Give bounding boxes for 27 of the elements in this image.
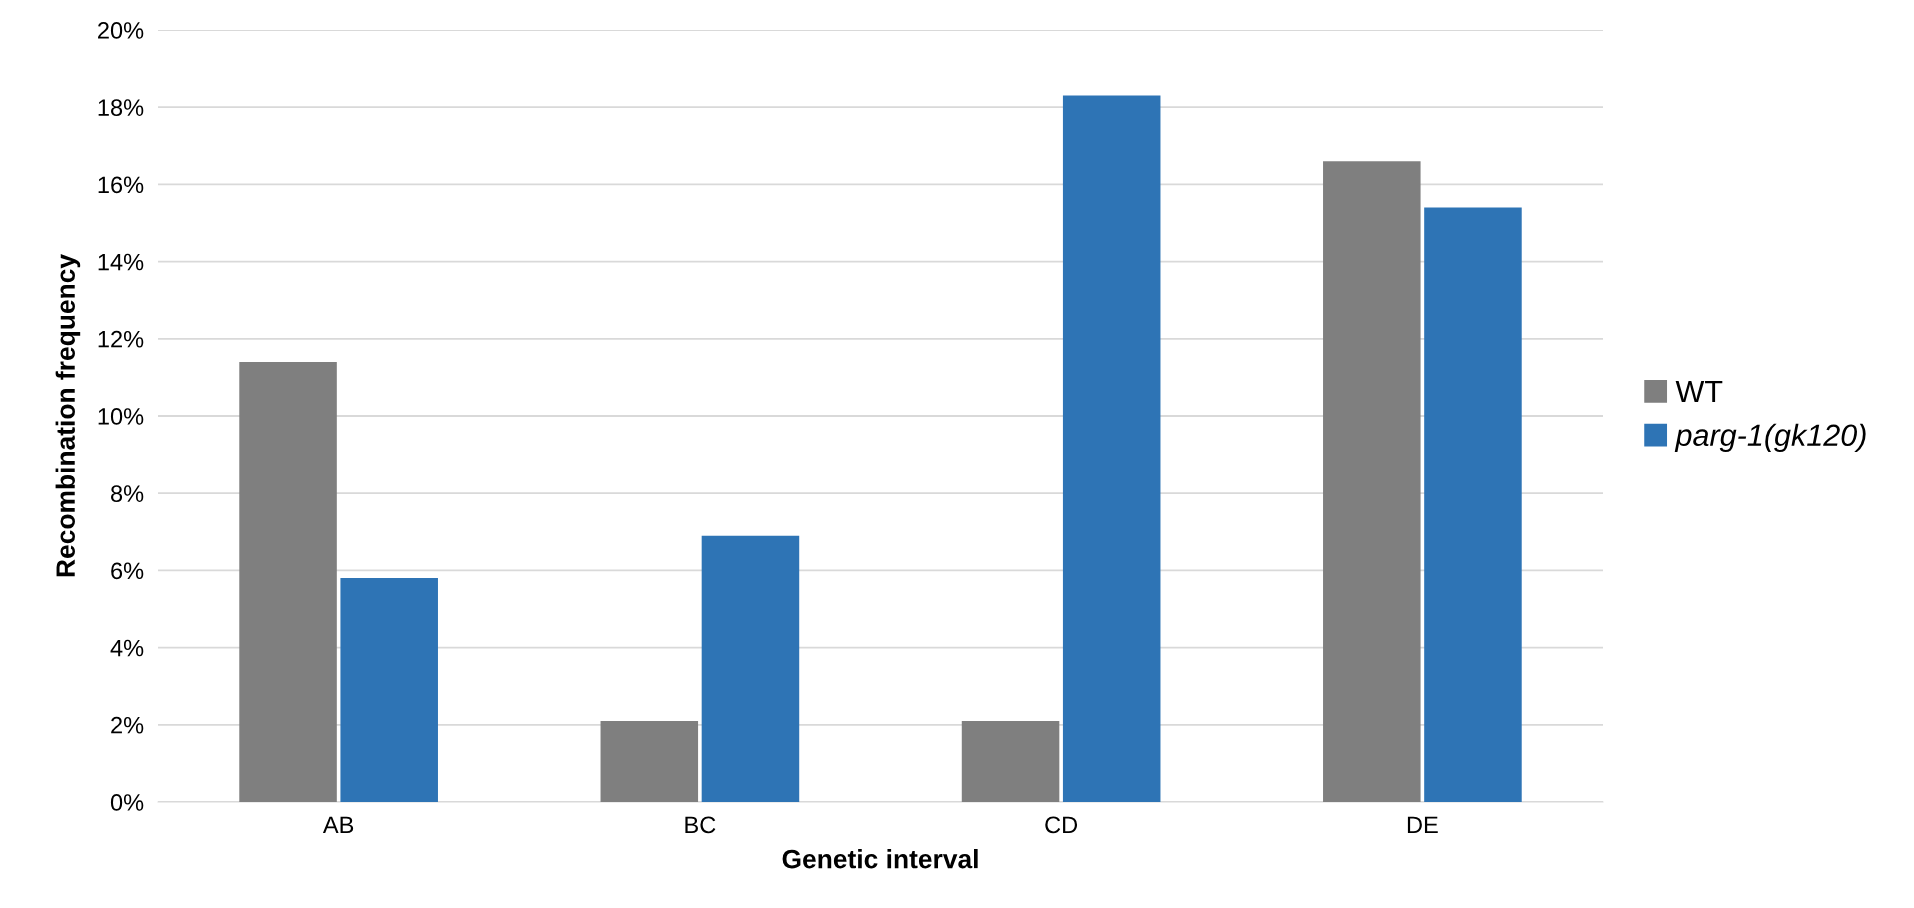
x-tick-label: BC <box>685 816 716 834</box>
x-tick-label: DE <box>1407 816 1438 833</box>
y-tick-label: 4% <box>110 639 144 657</box>
y-tick-label: 8% <box>111 485 144 502</box>
bar <box>1323 161 1421 802</box>
bar <box>239 361 337 802</box>
y-tick-label: 0% <box>110 794 144 811</box>
x-tick-label: CD <box>1045 816 1078 834</box>
bar <box>1424 207 1522 802</box>
y-tick-label: 14% <box>98 253 144 271</box>
legend-label: parg-1(gk120) <box>1674 423 1866 453</box>
y-tick-label: 20% <box>98 22 144 39</box>
bar <box>961 720 1060 802</box>
y-tick-label: 2% <box>111 716 144 734</box>
bar <box>701 535 800 802</box>
y-tick-label: 16% <box>98 176 144 194</box>
bar <box>600 720 699 802</box>
y-tick-label: 10% <box>98 408 144 425</box>
x-tick-label: AB <box>322 816 354 833</box>
y-tick-label: 12% <box>98 330 144 348</box>
y-tick-label: 18% <box>98 99 144 116</box>
x-axis-title: Genetic interval <box>782 849 978 869</box>
bar <box>1062 95 1161 802</box>
legend-label: WT <box>1675 381 1723 403</box>
bar <box>340 578 438 802</box>
y-axis-title: Recombination frequency <box>55 254 81 577</box>
y-tick-label: 6% <box>111 562 144 580</box>
